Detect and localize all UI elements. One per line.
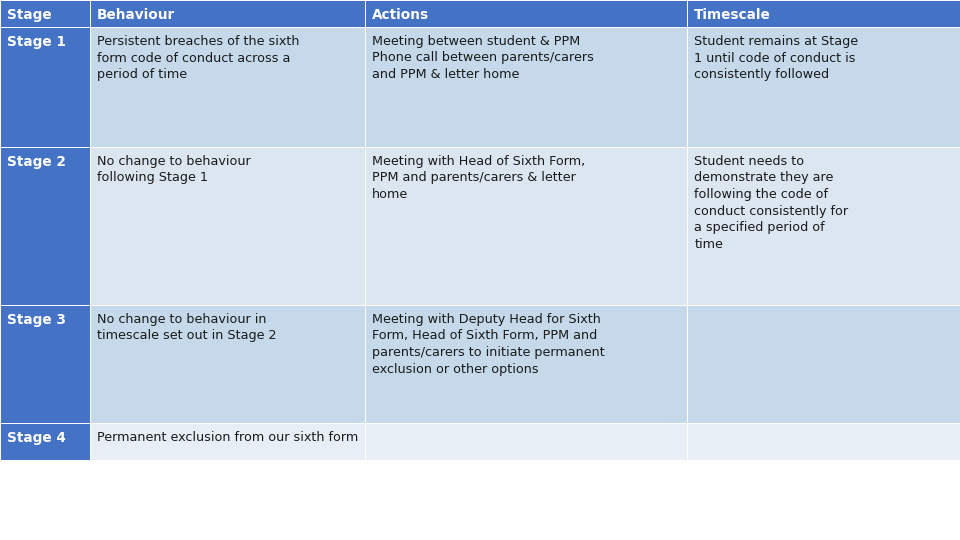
Text: Student needs to
demonstrate they are
following the code of
conduct consistently: Student needs to demonstrate they are fo… xyxy=(694,155,849,251)
Bar xyxy=(0,0,90,27)
Bar xyxy=(365,423,687,460)
Bar xyxy=(365,305,687,423)
Text: Behaviour: Behaviour xyxy=(97,8,176,22)
Text: Stage 3: Stage 3 xyxy=(7,313,66,327)
Text: Student remains at Stage
1 until code of conduct is
consistently followed: Student remains at Stage 1 until code of… xyxy=(694,35,858,81)
Bar xyxy=(365,147,687,305)
Bar xyxy=(687,305,960,423)
Text: Stage 1: Stage 1 xyxy=(7,35,66,49)
Text: Actions: Actions xyxy=(372,8,429,22)
Bar xyxy=(0,147,90,305)
Text: Meeting with Head of Sixth Form,
PPM and parents/carers & letter
home: Meeting with Head of Sixth Form, PPM and… xyxy=(372,155,585,201)
Text: Stage 4: Stage 4 xyxy=(7,431,66,445)
Bar xyxy=(0,423,90,460)
Text: Stage 2: Stage 2 xyxy=(7,155,66,169)
Bar xyxy=(365,0,687,27)
Text: Persistent breaches of the sixth
form code of conduct across a
period of time: Persistent breaches of the sixth form co… xyxy=(97,35,300,81)
Bar xyxy=(90,305,365,423)
Bar xyxy=(90,423,365,460)
Bar xyxy=(90,0,365,27)
Text: Timescale: Timescale xyxy=(694,8,771,22)
Bar xyxy=(687,423,960,460)
Bar xyxy=(687,147,960,305)
Text: Meeting with Deputy Head for Sixth
Form, Head of Sixth Form, PPM and
parents/car: Meeting with Deputy Head for Sixth Form,… xyxy=(372,313,605,375)
Text: Meeting between student & PPM
Phone call between parents/carers
and PPM & letter: Meeting between student & PPM Phone call… xyxy=(372,35,593,81)
Bar xyxy=(687,27,960,147)
Bar xyxy=(0,305,90,423)
Bar xyxy=(0,27,90,147)
Text: No change to behaviour
following Stage 1: No change to behaviour following Stage 1 xyxy=(97,155,251,185)
Text: Permanent exclusion from our sixth form: Permanent exclusion from our sixth form xyxy=(97,431,358,444)
Text: Stage: Stage xyxy=(7,8,52,22)
Bar xyxy=(90,27,365,147)
Bar xyxy=(687,0,960,27)
Text: No change to behaviour in
timescale set out in Stage 2: No change to behaviour in timescale set … xyxy=(97,313,276,342)
Bar xyxy=(365,27,687,147)
Bar xyxy=(90,147,365,305)
